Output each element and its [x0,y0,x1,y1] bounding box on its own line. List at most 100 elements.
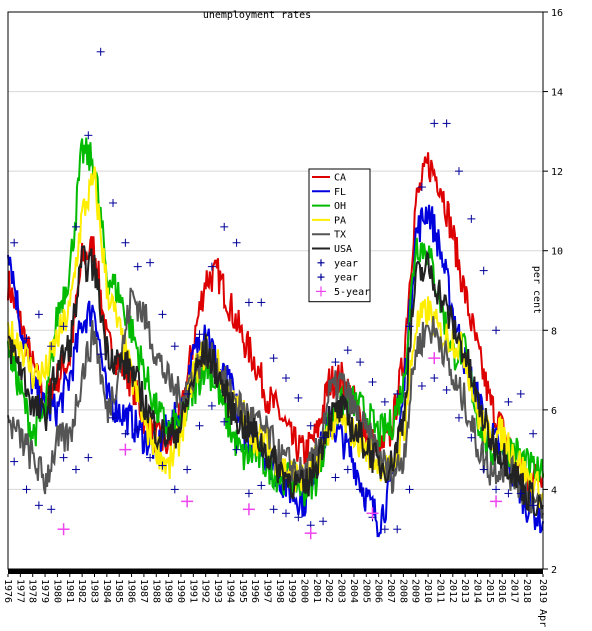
y-tick-label: 12 [551,167,563,178]
legend-label: PA [334,215,346,226]
marker-year [47,505,56,514]
marker-year [109,413,118,422]
marker-year [59,453,68,462]
marker-year [84,453,93,462]
x-tick-label: 1981 [64,579,75,603]
marker-year [504,489,513,498]
marker-points [10,47,538,540]
marker-year [356,358,365,367]
marker-5-year [304,527,317,540]
series-line-usa [7,245,544,517]
marker-year [269,354,278,363]
x-tick-label: 2013 [459,579,470,603]
x-tick-label: 1977 [14,579,25,603]
y-tick-label: 10 [551,247,563,258]
marker-year [393,389,402,398]
marker-year [430,119,439,128]
marker-year [294,513,303,522]
marker-year [380,397,389,406]
marker-year [257,298,266,307]
marker-5-year [119,443,132,456]
x-tick-label: 1976 [2,579,13,603]
x-tick-label: 1987 [138,579,149,603]
x-tick-label: 2010 [422,579,433,603]
marker-year [454,413,463,422]
marker-5-year [490,495,503,508]
marker-year [59,322,68,331]
marker-year [47,342,56,351]
marker-year [10,238,19,247]
x-tick-label: 1979 [39,579,50,603]
marker-year [393,525,402,534]
marker-year [492,326,501,335]
x-tick-label: 2018 [521,579,532,603]
marker-year [71,222,80,231]
marker-year [96,47,105,56]
legend-label: CA [334,173,346,184]
x-tick-label: 2004 [348,579,359,603]
marker-year [331,473,340,482]
x-tick-label: 1993 [212,579,223,603]
marker-year [183,389,192,398]
marker-year [467,433,476,442]
marker-year [22,334,31,343]
marker-year [479,465,488,474]
marker-year [417,381,426,390]
marker-year [133,425,142,434]
x-tick-label: 1982 [76,579,87,603]
marker-year [207,262,216,271]
x-tick-label: 1989 [163,579,174,603]
marker-year [516,489,525,498]
y-axis-label: per cent [531,266,542,314]
marker-year [529,501,538,510]
legend: CA FL OH PA TX USA year year 5-year [308,168,371,303]
x-tick-label: 1995 [237,579,248,603]
marker-year [269,505,278,514]
marker-year [109,198,118,207]
marker-year [343,465,352,474]
marker-year [121,238,130,247]
legend-label: 5-year [334,287,370,298]
x-tick-label: 2011 [434,579,445,603]
x-tick-label: 2019 Apr [537,579,548,627]
x-tick-label: 2016 [496,579,507,603]
x-tick-label: 1980 [51,579,62,603]
x-tick-label: 2007 [385,579,396,603]
x-tick-label: 2003 [336,579,347,603]
marker-year [121,429,130,438]
marker-year [504,397,513,406]
marker-year [170,342,179,351]
marker-year [146,453,155,462]
x-tick-label: 1984 [101,579,112,603]
marker-5-year [181,495,194,508]
marker-year [331,358,340,367]
marker-year [356,485,365,494]
marker-year [22,485,31,494]
y-axis: 2 4 6 8 10 12 14 16 [543,8,563,576]
x-tick-label: 1988 [150,579,161,603]
x-tick-label: 2009 [410,579,421,603]
y-tick-label: 14 [551,88,563,99]
x-tick-label: 1994 [224,579,235,603]
marker-year [195,330,204,339]
y-tick-label: 8 [551,326,557,337]
x-tick-label: 2017 [509,579,520,603]
marker-year [380,525,389,534]
marker-year [84,131,93,140]
y-tick-label: 6 [551,406,557,417]
marker-5-year [57,523,70,536]
marker-year [170,485,179,494]
x-tick-label: 2014 [472,579,483,603]
legend-label: USA [334,244,352,255]
x-tick-label: 1983 [88,579,99,603]
marker-year [454,167,463,176]
marker-5-year [366,507,379,520]
marker-year [220,417,229,426]
x-axis: 1976 1977 1978 1979 1980 1981 1982 1983 1984 1985… [2,574,548,627]
legend-label: FL [334,187,346,198]
series-line-tx [7,287,544,519]
legend-label: TX [334,230,346,241]
x-tick-label: 1985 [113,579,124,603]
x-tick-label: 1992 [200,579,211,603]
